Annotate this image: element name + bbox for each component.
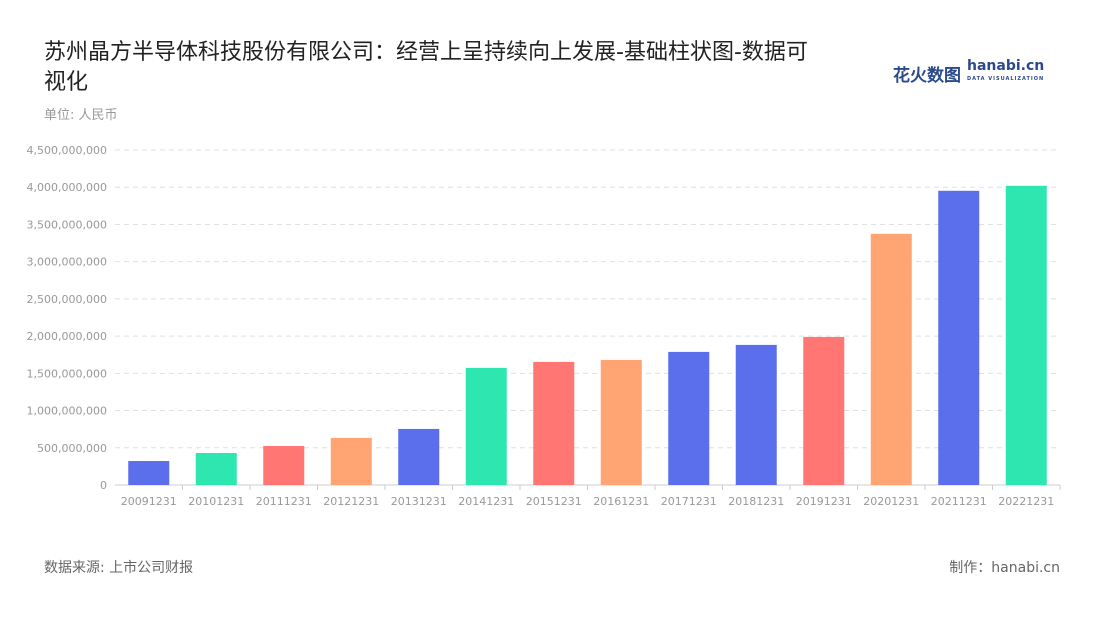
x-tick-label: 20101231 xyxy=(188,495,244,508)
x-tick-label: 20151231 xyxy=(526,495,582,508)
y-tick-label: 1,500,000,000 xyxy=(27,367,107,380)
bar xyxy=(533,361,575,485)
x-tick-label: 20181231 xyxy=(728,495,784,508)
x-tick-label: 20161231 xyxy=(593,495,649,508)
x-tick-label: 20141231 xyxy=(458,495,514,508)
x-tick-label: 20091231 xyxy=(121,495,177,508)
logo-tagline: DATA VISUALIZATION xyxy=(967,76,1045,82)
chart-title: 苏州晶方半导体科技股份有限公司：经营上呈持续向上发展-基础柱状图-数据可视化 xyxy=(44,40,808,95)
logo-en: hanabi.cn DATA VISUALIZATION xyxy=(967,58,1045,86)
logo-en-text: hanabi.cn xyxy=(967,58,1045,74)
bar xyxy=(600,359,642,485)
bar xyxy=(938,190,980,485)
bar xyxy=(668,351,710,485)
y-tick-label: 2,500,000,000 xyxy=(27,293,107,306)
y-tick-label: 1,000,000,000 xyxy=(27,405,107,418)
x-tick-label: 20221231 xyxy=(998,495,1054,508)
bar xyxy=(195,452,237,485)
data-source: 数据来源: 上市公司财报 xyxy=(44,560,194,576)
bar xyxy=(735,344,777,485)
bar xyxy=(1005,185,1047,485)
bar xyxy=(263,445,305,485)
bar xyxy=(128,461,170,485)
x-tick-label: 20211231 xyxy=(931,495,987,508)
y-tick-label: 2,000,000,000 xyxy=(27,330,107,343)
bar xyxy=(465,367,507,485)
y-tick-label: 500,000,000 xyxy=(37,442,107,455)
unit-label: 单位: 人民币 xyxy=(44,108,118,123)
x-tick-label: 20131231 xyxy=(391,495,447,508)
x-tick-label: 20191231 xyxy=(796,495,852,508)
x-tick-label: 20201231 xyxy=(863,495,919,508)
maker-credit: 制作：hanabi.cn xyxy=(949,560,1060,576)
y-tick-label: 0 xyxy=(100,479,107,492)
bar xyxy=(330,437,372,485)
bar xyxy=(398,428,440,485)
y-tick-label: 4,500,000,000 xyxy=(27,144,107,157)
y-tick-label: 3,500,000,000 xyxy=(27,218,107,231)
x-tick-label: 20121231 xyxy=(323,495,379,508)
x-tick-label: 20171231 xyxy=(661,495,717,508)
logo-cn: 花火数图 xyxy=(893,65,961,86)
y-tick-label: 4,000,000,000 xyxy=(27,181,107,194)
y-tick-label: 3,000,000,000 xyxy=(27,256,107,269)
bar xyxy=(803,336,845,485)
hanabi-logo: 花火数图 hanabi.cn DATA VISUALIZATION xyxy=(893,58,1045,86)
x-tick-label: 20111231 xyxy=(256,495,312,508)
bar xyxy=(870,233,912,485)
